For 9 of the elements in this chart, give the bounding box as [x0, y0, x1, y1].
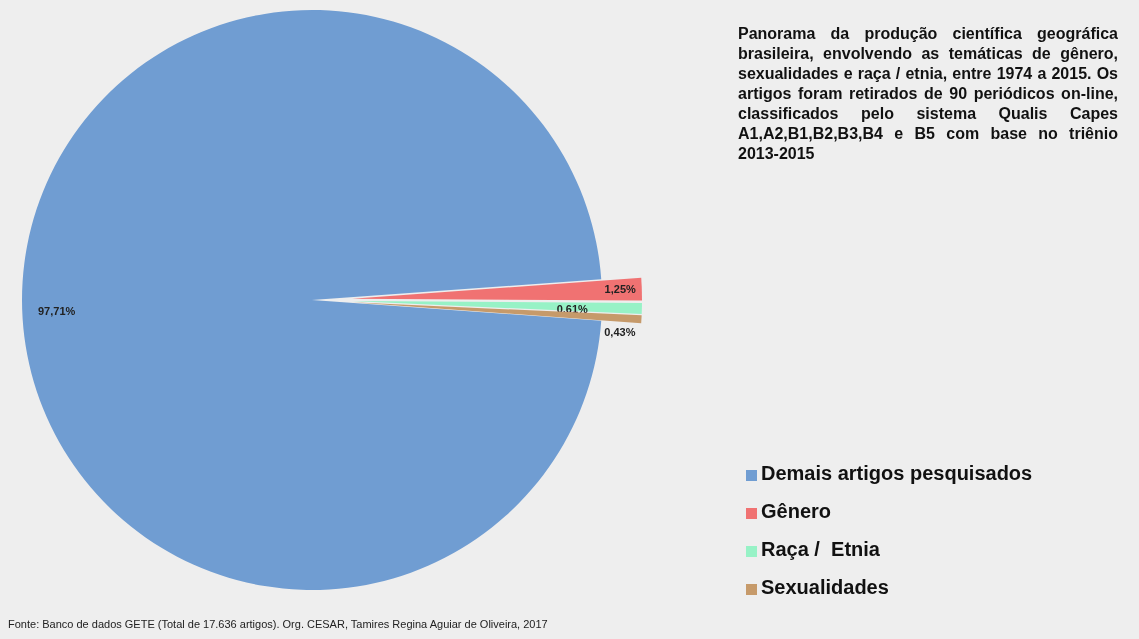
legend-label: Demais artigos pesquisados [761, 462, 1033, 484]
data-label: 1,25% [604, 283, 637, 296]
text: Panorama da produção científica geográfica brasileira, envolvendo as temáticas de gênero, sexualidades e raça / etnia, entre 1974 a 2015. Os artigos foram retirados de 90 periódicos on-line, classificados pelo sistema Qualis Capes A1,A2,B1,B2,B3,B4 e B5 com base no triênio 2013-2015 [738, 24, 1118, 164]
data-label: 97,71% [38, 305, 76, 317]
legend-label: Gênero [761, 500, 832, 522]
legend-label: Sexualidades [761, 576, 889, 598]
source-note: Fonte: Banco de dados GETE (Total de 17.636 artigos). Org. CESAR, Tamires Regina Aguiar de Oliveira, 2017 [8, 618, 548, 630]
data-label: 0,43% [604, 325, 636, 338]
legend-label: Raça / Etnia [761, 538, 881, 560]
